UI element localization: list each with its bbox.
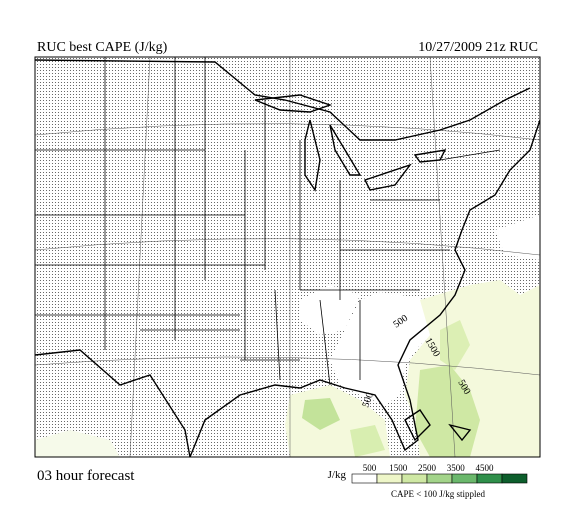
- coastline: [35, 59, 540, 457]
- cape-area: [350, 425, 385, 457]
- legend-tick-label: 2500: [418, 463, 437, 473]
- state-borders: [35, 57, 501, 386]
- low-cape-area: [495, 215, 540, 260]
- map-title: RUC best CAPE (J/kg): [37, 40, 168, 55]
- low-cape-area: [330, 292, 445, 405]
- low-cape-area: [300, 285, 360, 335]
- legend-tick-label: 1500: [389, 463, 408, 473]
- legend-tick-label: 3500: [447, 463, 466, 473]
- legend-swatch: [451, 473, 478, 484]
- graticule: [35, 57, 540, 457]
- stipple-note: CAPE < 100 J/kg stippled: [391, 489, 486, 499]
- cape-area: [35, 430, 120, 457]
- legend-tick-label: 4500: [476, 463, 495, 473]
- great-lakes: [254, 94, 447, 192]
- legend: 500 1500 2500 3500 4500: [351, 463, 528, 484]
- legend-swatch: [476, 473, 503, 484]
- run-label: 10/27/2009 21z RUC: [418, 40, 538, 55]
- legend-swatch: [401, 473, 428, 484]
- islands: [404, 409, 472, 442]
- legend-swatch: [426, 473, 453, 484]
- cape-area: [440, 320, 470, 370]
- map-area: [35, 57, 540, 457]
- legend-swatch: [501, 473, 528, 484]
- legend-unit: J/kg: [328, 469, 347, 481]
- contour-label: 500: [360, 391, 375, 409]
- cape-area: [302, 398, 340, 430]
- legend-swatch: [376, 473, 403, 484]
- legend-tick-label: 500: [363, 463, 377, 473]
- legend-swatch: [351, 473, 378, 484]
- cape-area: [415, 365, 480, 457]
- forecast-label: 03 hour forecast: [37, 468, 135, 484]
- map-frame: [34, 56, 541, 458]
